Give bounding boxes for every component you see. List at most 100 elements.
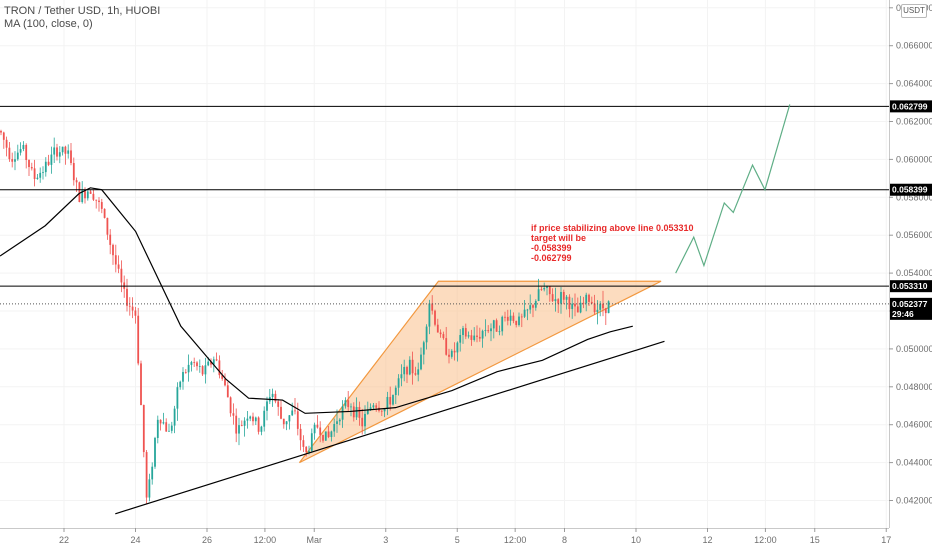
- candle-body: [487, 330, 490, 332]
- candle-body: [67, 150, 70, 154]
- y-tick-label: 0.046000: [896, 420, 932, 430]
- candle-body: [72, 163, 75, 181]
- candle-body: [117, 264, 120, 269]
- candle-body: [576, 306, 579, 313]
- candle-body: [406, 366, 408, 375]
- ma-100-line: [0, 187, 633, 414]
- symbol-legend[interactable]: TRON / Tether USD, 1h, HUOBI: [4, 5, 161, 17]
- candle-body: [86, 191, 89, 199]
- level-badge-label: 0.062799: [892, 101, 928, 111]
- time-axis[interactable]: 22 24 26 12:00 Mar 3 5 12:00 8 10 12 12:00 15 17: [59, 528, 891, 545]
- level-badge: [890, 280, 932, 293]
- candle-body: [263, 410, 266, 427]
- candle-body: [184, 372, 187, 373]
- currency-button[interactable]: USDT: [901, 4, 927, 18]
- candle-body: [14, 159, 16, 162]
- current-price-badge: [890, 297, 932, 320]
- candle-body: [246, 418, 249, 421]
- candle-body: [509, 315, 512, 321]
- candle-body: [414, 373, 417, 375]
- candle-body: [506, 316, 509, 321]
- candle-body: [394, 387, 397, 395]
- x-tick-label: 5: [455, 535, 460, 545]
- candle-body: [316, 424, 319, 428]
- candle-body: [162, 422, 165, 424]
- candle-body: [210, 361, 212, 365]
- candle-body: [350, 406, 352, 408]
- candle-body: [585, 294, 588, 304]
- candle-body: [212, 359, 215, 365]
- candle-body: [291, 410, 294, 416]
- candle-body: [459, 335, 462, 343]
- y-tick-label: 0.066000: [896, 41, 932, 51]
- candle-body: [282, 418, 285, 425]
- annotation-line-3: -0.058399: [531, 243, 572, 253]
- projection-path: [675, 104, 791, 274]
- x-tick-label: 24: [130, 535, 140, 545]
- candle-body: [190, 362, 193, 365]
- candle-body: [574, 303, 576, 307]
- candle-body: [120, 268, 123, 283]
- candle-body: [442, 334, 445, 339]
- candle-body: [84, 190, 86, 199]
- candle-body: [473, 335, 476, 340]
- candle-body: [434, 310, 436, 325]
- candle-body: [2, 132, 5, 140]
- x-tick-label: 17: [881, 535, 891, 545]
- annotation-line-4: -0.062799: [531, 253, 572, 263]
- candle-body: [179, 381, 182, 388]
- indicator-legend[interactable]: MA (100, close, 0): [4, 18, 93, 30]
- candle-body: [8, 147, 11, 160]
- level-badge: [890, 183, 932, 196]
- candle-body: [39, 172, 42, 178]
- y-tick-label: 0.042000: [896, 496, 932, 506]
- candle-body: [5, 139, 8, 148]
- candle-body: [408, 359, 411, 375]
- candle-body: [154, 437, 156, 467]
- candle-body: [397, 378, 400, 388]
- candle-body: [310, 433, 313, 451]
- current-price-label: 0.052377: [892, 299, 928, 309]
- candle-body: [462, 328, 464, 336]
- candle-body: [369, 407, 372, 410]
- y-tick-label: 0.062000: [896, 117, 932, 127]
- candle-body: [243, 420, 246, 426]
- candle-body: [562, 291, 565, 300]
- x-tick-label: 8: [562, 535, 567, 545]
- candle-body: [478, 336, 481, 339]
- candle-body: [78, 182, 81, 203]
- candle-body: [305, 446, 308, 453]
- x-tick-label: 12: [702, 535, 712, 545]
- candle-body: [448, 354, 450, 357]
- candle-body: [123, 282, 126, 289]
- candle-body: [274, 393, 277, 402]
- candle-body: [218, 360, 221, 376]
- candle-body: [50, 154, 53, 165]
- candle-body: [456, 342, 459, 353]
- candle-body: [95, 199, 98, 201]
- candle-body: [257, 417, 260, 432]
- candle-body: [330, 431, 333, 438]
- y-tick-label: 0.056000: [896, 230, 932, 240]
- candle-body: [327, 431, 330, 438]
- x-tick-label: 26: [202, 535, 212, 545]
- candle-body: [582, 302, 585, 304]
- candle-body: [229, 397, 232, 414]
- candle-body: [224, 378, 226, 386]
- candle-body: [537, 289, 540, 302]
- candle-body: [296, 411, 299, 429]
- candle-body: [285, 421, 288, 425]
- candle-body: [126, 288, 128, 306]
- candle-body: [42, 172, 44, 173]
- candle-body: [156, 419, 159, 438]
- candle-body: [322, 434, 324, 441]
- candle-body: [534, 301, 537, 308]
- candle-body: [254, 417, 257, 422]
- candle-body: [165, 422, 168, 432]
- candle-body: [425, 326, 428, 343]
- candle-body: [182, 372, 184, 382]
- x-tick-label: 12:00: [254, 535, 277, 545]
- candle-body: [450, 350, 453, 357]
- candle-body: [386, 396, 389, 409]
